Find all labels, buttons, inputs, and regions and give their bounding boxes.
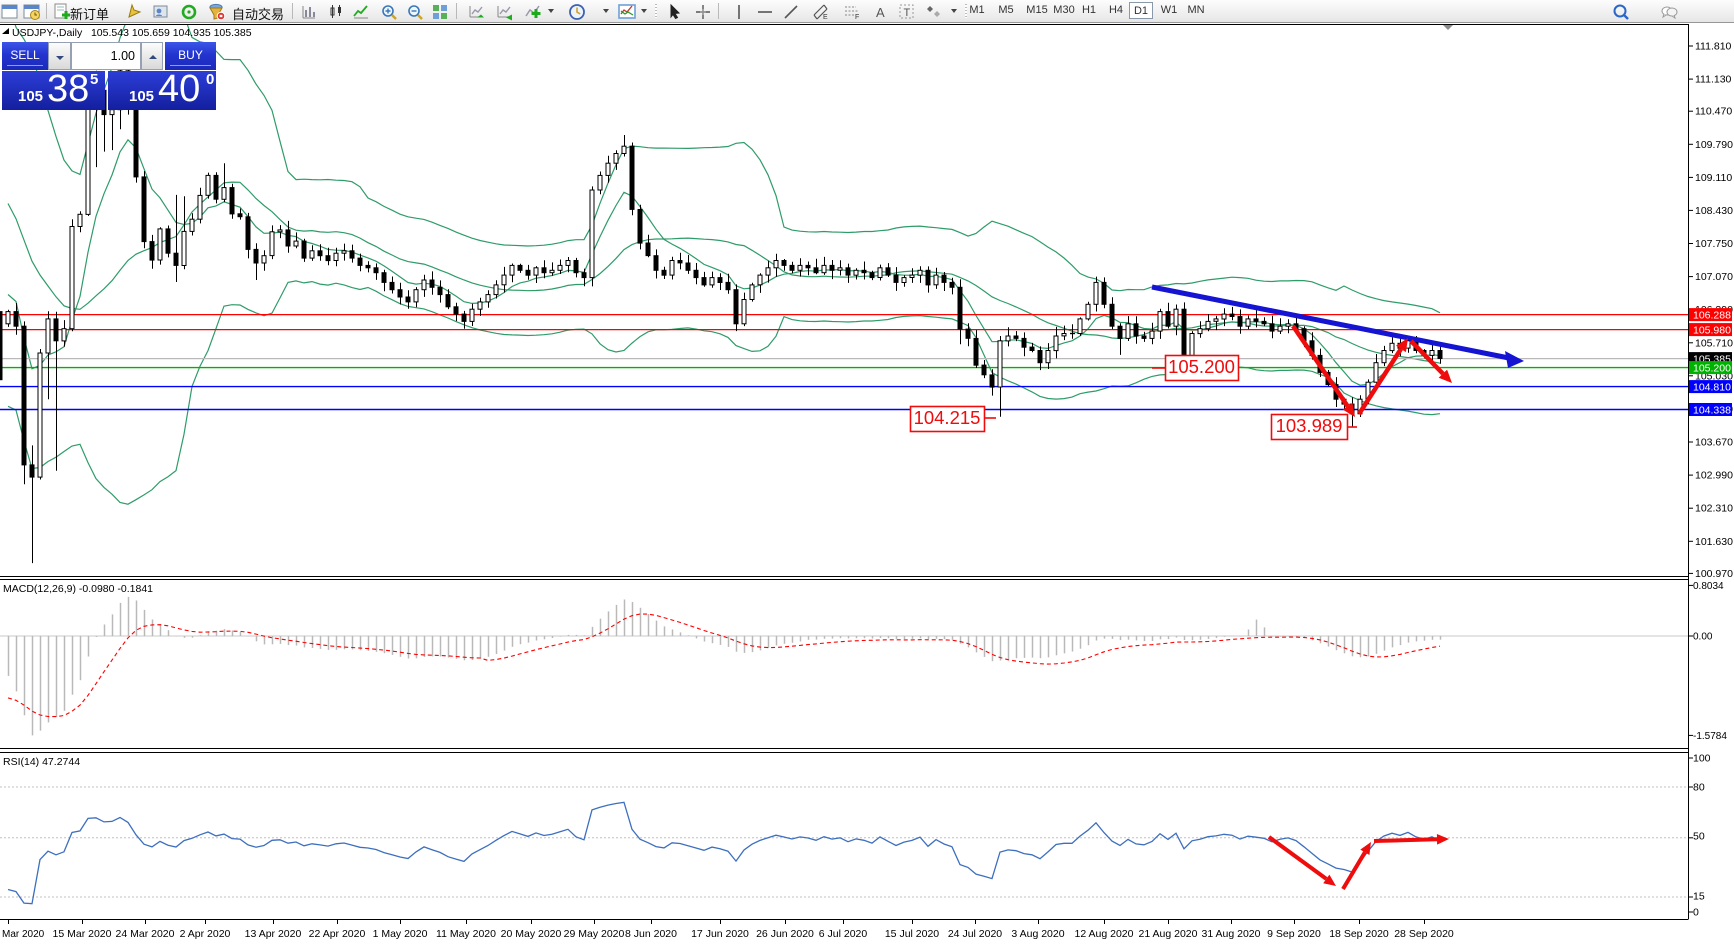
svg-text:11 May 2020: 11 May 2020 <box>436 928 496 940</box>
svg-text:106.288: 106.288 <box>1693 310 1731 322</box>
svg-text:13 Apr 2020: 13 Apr 2020 <box>245 928 302 940</box>
svg-text:50: 50 <box>1693 831 1705 843</box>
svg-text:18 Sep 2020: 18 Sep 2020 <box>1329 928 1389 940</box>
svg-text:0.8034: 0.8034 <box>1693 581 1724 592</box>
svg-text:1 May 2020: 1 May 2020 <box>373 928 428 940</box>
svg-text:105.710: 105.710 <box>1695 337 1733 349</box>
svg-text:109.110: 109.110 <box>1695 172 1732 184</box>
svg-text:9 Sep 2020: 9 Sep 2020 <box>1267 928 1321 940</box>
svg-text:24 Mar 2020: 24 Mar 2020 <box>116 928 175 940</box>
svg-text:101.630: 101.630 <box>1695 536 1733 548</box>
svg-text:103.670: 103.670 <box>1695 437 1733 449</box>
svg-text:104.338: 104.338 <box>1693 405 1731 417</box>
svg-text:26 Jun 2020: 26 Jun 2020 <box>756 928 814 940</box>
svg-text:109.790: 109.790 <box>1695 139 1733 151</box>
svg-text:20 May 2020: 20 May 2020 <box>501 928 562 940</box>
svg-text:15: 15 <box>1693 891 1705 903</box>
svg-text:31 Aug 2020: 31 Aug 2020 <box>1202 928 1261 940</box>
svg-text:E: E <box>823 14 828 21</box>
svg-text:105.200: 105.200 <box>1693 363 1731 375</box>
svg-text:108.430: 108.430 <box>1695 205 1733 217</box>
svg-text:-1.5784: -1.5784 <box>1693 731 1727 742</box>
svg-text:107.070: 107.070 <box>1695 271 1733 283</box>
svg-text:22 Apr 2020: 22 Apr 2020 <box>309 928 366 940</box>
svg-text:111.130: 111.130 <box>1695 74 1732 86</box>
svg-text:102.990: 102.990 <box>1695 470 1733 482</box>
svg-text:15 Mar 2020: 15 Mar 2020 <box>53 928 112 940</box>
svg-text:21 Aug 2020: 21 Aug 2020 <box>1139 928 1198 940</box>
svg-text:28 Sep 2020: 28 Sep 2020 <box>1394 928 1454 940</box>
svg-text:104.810: 104.810 <box>1693 382 1731 394</box>
svg-text:RSI(14) 47.2744: RSI(14) 47.2744 <box>3 756 80 768</box>
svg-text:17 Jun 2020: 17 Jun 2020 <box>691 928 749 940</box>
svg-text:105.200: 105.200 <box>1168 356 1235 377</box>
svg-text:0.00: 0.00 <box>1693 632 1713 643</box>
svg-text:USDJPY-,Daily 105.543 105.65: USDJPY-,Daily 105.543 105.659 104.935 10… <box>12 27 252 39</box>
svg-text:2 Apr 2020: 2 Apr 2020 <box>180 928 231 940</box>
svg-text:A: A <box>876 5 885 20</box>
svg-text:3 Aug 2020: 3 Aug 2020 <box>1011 928 1064 940</box>
svg-text:103.989: 103.989 <box>1276 415 1343 436</box>
svg-text:100.970: 100.970 <box>1695 568 1733 580</box>
svg-text:29 May 2020: 29 May 2020 <box>564 928 625 940</box>
svg-text:8 Jun 2020: 8 Jun 2020 <box>625 928 677 940</box>
svg-text:MACD(12,26,9) -0.0980 -0.1841: MACD(12,26,9) -0.0980 -0.1841 <box>3 583 153 595</box>
svg-text:107.750: 107.750 <box>1695 238 1733 250</box>
svg-text:105.980: 105.980 <box>1693 325 1731 337</box>
svg-text:24 Jul 2020: 24 Jul 2020 <box>948 928 1002 940</box>
svg-text:F: F <box>855 14 859 21</box>
svg-text:Mar 2020: Mar 2020 <box>2 929 45 940</box>
svg-text:0: 0 <box>1693 907 1699 919</box>
svg-text:T: T <box>904 7 911 19</box>
svg-text:111.810: 111.810 <box>1695 41 1732 53</box>
svg-text:102.310: 102.310 <box>1695 503 1733 515</box>
svg-text:12 Aug 2020: 12 Aug 2020 <box>1075 928 1134 940</box>
svg-text:80: 80 <box>1693 782 1705 794</box>
svg-text:100: 100 <box>1693 753 1711 765</box>
svg-text:15 Jul 2020: 15 Jul 2020 <box>885 928 939 940</box>
svg-text:104.215: 104.215 <box>914 407 981 428</box>
svg-text:110.470: 110.470 <box>1695 106 1732 118</box>
svg-text:6 Jul 2020: 6 Jul 2020 <box>819 928 868 940</box>
